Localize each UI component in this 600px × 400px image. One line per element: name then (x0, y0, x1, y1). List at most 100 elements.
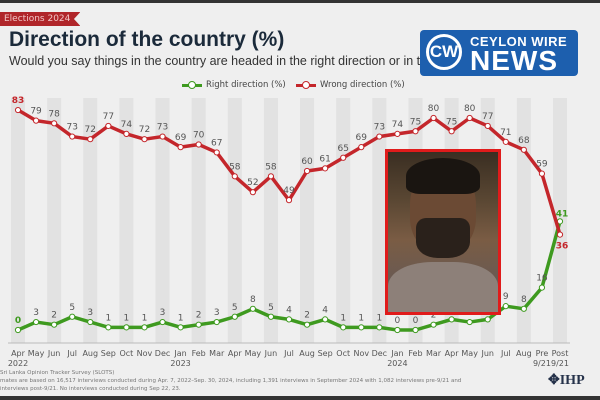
data-point (87, 318, 94, 326)
footer-note-2: interviews post-9/21. No interviews cond… (0, 386, 181, 392)
data-label: 79 (30, 107, 42, 117)
data-point (32, 117, 40, 124)
data-point (285, 316, 293, 323)
x-tick-label: Apr (445, 349, 460, 358)
section-tag: Elections 2024 (0, 12, 81, 26)
data-point (177, 324, 184, 331)
x-tick-label: Feb (408, 349, 422, 358)
grid-band (119, 98, 134, 343)
data-label: 3 (160, 308, 166, 318)
legend-right-label: Right direction (%) (206, 80, 286, 90)
x-tick-label: May (28, 349, 45, 358)
data-point (141, 136, 148, 143)
data-point (303, 167, 311, 175)
portrait-photo (385, 149, 501, 315)
legend-wrong-label: Wrong direction (%) (320, 80, 405, 90)
data-label: 73 (157, 123, 168, 133)
data-point (394, 130, 401, 137)
data-point (177, 144, 184, 151)
data-label: 1 (178, 313, 184, 323)
x-tick-label: Nov (353, 349, 369, 358)
data-label: 3 (87, 308, 93, 318)
x-tick-label: Jan (390, 349, 403, 358)
data-label: 16 (536, 274, 548, 284)
data-label: 73 (374, 123, 385, 133)
data-point (484, 316, 491, 323)
data-label: 5 (232, 303, 238, 313)
data-label: 72 (85, 125, 96, 135)
bottom-border (0, 396, 600, 400)
data-point (520, 305, 527, 312)
data-label: 3 (33, 308, 39, 318)
grid-band (47, 98, 62, 343)
data-label: 4 (322, 305, 328, 315)
x-tick-label: Jun (47, 349, 61, 358)
x-tick-label: May (461, 349, 478, 358)
data-label: 4 (286, 305, 292, 315)
ihp-logo: ✥IHP (548, 373, 585, 388)
data-label: 80 (464, 104, 476, 114)
data-label: 2 (51, 311, 57, 321)
data-label: 1 (376, 313, 382, 323)
data-point (105, 324, 112, 331)
data-point (430, 321, 437, 328)
data-point (484, 122, 491, 130)
top-border (0, 0, 600, 3)
x-tick-label: Apr (228, 349, 243, 358)
data-point (213, 149, 220, 156)
data-label: 69 (175, 133, 187, 143)
data-point (159, 318, 166, 326)
x-tick-sublabel: 2022 (8, 359, 28, 368)
data-label: 49 (283, 186, 295, 196)
data-label: 8 (521, 295, 527, 305)
chart-subtitle: Would you say things in the country are … (9, 54, 421, 68)
data-point (285, 197, 293, 204)
data-label: 69 (356, 133, 368, 143)
data-point (123, 130, 130, 137)
x-tick-label: Apr (11, 349, 26, 358)
data-point (69, 313, 76, 320)
data-point (340, 154, 347, 161)
data-label: 1 (124, 313, 130, 323)
data-label: 1 (340, 313, 346, 323)
x-tick-label: Jul (66, 349, 77, 358)
data-label: 67 (211, 138, 222, 148)
data-point (556, 231, 564, 238)
grid-band (372, 98, 387, 343)
data-label: 1 (358, 313, 364, 323)
cw-logo-mark: CW (426, 34, 462, 70)
data-point (448, 316, 455, 323)
data-label: 75 (446, 117, 457, 127)
data-point (303, 321, 311, 328)
x-tick-label: Oct (336, 349, 350, 358)
grid-band (11, 98, 25, 343)
data-label: 5 (69, 303, 75, 313)
data-label: 2 (431, 311, 437, 321)
x-tick-label: Nov (137, 349, 153, 358)
data-point (412, 128, 419, 135)
data-label: 59 (536, 160, 548, 170)
data-label: 58 (229, 162, 241, 172)
grid-band (227, 98, 242, 343)
x-tick-sublabel: 9/21 (533, 359, 551, 368)
data-label: 0 (395, 316, 401, 326)
logo-line2: NEWS (470, 45, 558, 76)
data-point (430, 114, 437, 122)
data-label: 77 (482, 112, 493, 122)
data-label: 73 (66, 123, 77, 133)
legend-green-marker-icon (182, 80, 202, 89)
data-point (195, 141, 202, 148)
x-tick-label: Aug (299, 349, 315, 358)
data-label: 61 (319, 154, 330, 164)
data-label: 41 (556, 209, 569, 219)
data-label: 9 (503, 292, 509, 302)
x-tick-label: Dec (372, 349, 387, 358)
grid-band (300, 98, 315, 343)
x-tick-label: Post (552, 349, 569, 358)
data-point (502, 303, 509, 310)
x-tick-label: Mar (209, 349, 225, 358)
grid-band (263, 98, 278, 343)
data-point (466, 318, 473, 326)
x-tick-label: Jun (480, 349, 494, 358)
data-point (502, 138, 509, 145)
